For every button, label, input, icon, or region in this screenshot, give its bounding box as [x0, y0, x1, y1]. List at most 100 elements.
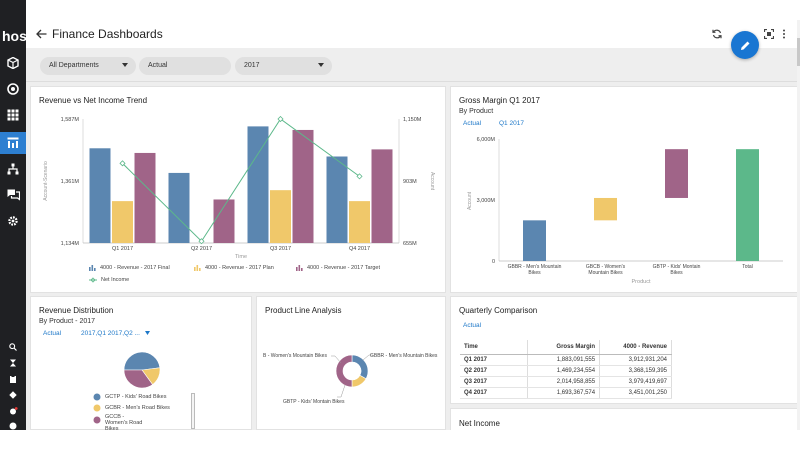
legend-item[interactable]: 4000 - Revenue - 2017 Final — [89, 265, 170, 271]
card-title: Net Income — [459, 419, 500, 428]
y-tick-label: 1,361M — [61, 179, 80, 185]
gross-margin-chart: 6,000M 3,000M 0 Account Product GBBR - Men's … — [467, 137, 783, 285]
legend-label: 4000 - Revenue - 2017 Plan — [205, 265, 274, 271]
period-dropdown[interactable]: 2017,Q1 2017,Q2 ... — [81, 330, 150, 337]
edit-fab-button[interactable] — [731, 31, 759, 59]
year-filter[interactable]: 2017 — [235, 57, 332, 75]
nav-settings-button[interactable] — [0, 210, 26, 232]
bar-target — [292, 129, 314, 243]
bar-final — [89, 148, 111, 243]
grid-icon — [7, 109, 19, 121]
legend-item[interactable]: GCBR - Men's Road Bikes — [93, 404, 170, 412]
legend-label-line: GCCB - — [105, 414, 125, 420]
y-tick-label: 1,134M — [61, 241, 80, 247]
table-cell: 3,368,159,395 — [599, 365, 672, 377]
scenario-filter[interactable]: Actual — [139, 57, 231, 75]
period-link[interactable]: Q1 2017 — [499, 120, 524, 127]
legend-item[interactable]: 4000 - Revenue - 2017 Plan — [194, 265, 274, 271]
page-title: Finance Dashboards — [52, 27, 163, 41]
dashboard-content: Revenue vs Net Income Trend 1,587M 1,361M… — [26, 82, 798, 438]
donut-label: GBBR - Men's Mountain Bikes — [370, 353, 438, 359]
revenue-distribution-pie — [123, 351, 161, 389]
rail-notifications-button[interactable] — [0, 404, 26, 418]
rail-clipboard-button[interactable] — [0, 372, 26, 386]
leader-line — [362, 354, 373, 361]
nav-grid-button[interactable] — [0, 104, 26, 126]
legend-item[interactable]: GCTP - Kids' Road Bikes — [93, 393, 166, 401]
y2-tick-label: 655M — [403, 241, 417, 247]
scenario-link[interactable]: Actual — [463, 322, 482, 329]
legend-scrollbar[interactable] — [191, 393, 195, 429]
more-options-button[interactable] — [782, 26, 786, 44]
revenue-trend-card: Revenue vs Net Income Trend 1,587M 1,361M… — [30, 86, 446, 293]
table-row[interactable]: Q2 2017 1,469,234,554 3,368,159,395 — [460, 365, 672, 377]
table-cell: Q4 2017 — [460, 387, 529, 399]
table-row[interactable]: Q4 2017 1,693,367,574 3,451,001,250 — [460, 387, 672, 399]
x-tick-label: Q4 2017 — [349, 246, 370, 252]
page-scrollbar-thumb[interactable] — [797, 38, 800, 66]
legend-label: 4000 - Revenue - 2017 Target — [307, 265, 380, 271]
product-line-card: Product Line Analysis B - Women's Mounta… — [256, 296, 446, 430]
table-row[interactable]: Q3 2017 2,014,958,855 3,979,419,697 — [460, 376, 672, 388]
refresh-button[interactable] — [712, 26, 722, 44]
x-tick-label: Q3 2017 — [270, 246, 291, 252]
department-filter[interactable]: All Departments — [40, 57, 136, 75]
refresh-icon — [712, 29, 722, 39]
x-tick-label: GBCB - Women's — [586, 264, 626, 270]
bar-target — [134, 152, 156, 243]
legend-item[interactable]: GCCB - Women's Road Bikes — [93, 414, 142, 432]
page-header: Finance Dashboards — [26, 20, 798, 48]
nav-dashboard-button[interactable] — [0, 132, 26, 154]
product-line-donut — [331, 354, 373, 398]
revenue-trend-chart: 1,587M 1,361M 1,134M 1,150M 903M 655M Account-… — [43, 115, 435, 260]
nav-cube-button[interactable] — [0, 52, 26, 74]
x-axis-label: Time — [235, 254, 247, 260]
chevron-down-icon — [318, 63, 324, 67]
table-cell: Q3 2017 — [460, 376, 529, 388]
bottom-strip — [0, 430, 800, 450]
card-subtitle: By Product — [459, 108, 494, 115]
y-axis-label: Account — [467, 191, 473, 210]
rail-search-button[interactable] — [0, 340, 26, 354]
bell-icon — [9, 407, 18, 415]
column-header[interactable]: Time — [460, 340, 529, 355]
gear-icon — [8, 216, 18, 226]
column-header[interactable]: 4000 - Revenue — [599, 340, 672, 355]
rail-hourglass-button[interactable] — [0, 356, 26, 370]
card-subtitle: By Product - 2017 — [39, 318, 96, 325]
net-income-point — [356, 173, 363, 180]
y2-tick-label: 1,150M — [403, 117, 422, 123]
fullscreen-button[interactable] — [763, 26, 775, 44]
nav-target-button[interactable] — [0, 78, 26, 100]
rail-help-button[interactable] — [0, 419, 26, 433]
back-button[interactable] — [36, 26, 47, 44]
column-header[interactable]: Gross Margin — [527, 340, 601, 355]
legend-item[interactable]: 4000 - Revenue - 2017 Target — [296, 265, 380, 271]
net-income-point — [277, 115, 284, 123]
x-axis-label: Product — [632, 279, 651, 285]
legend-item[interactable]: Net Income — [89, 277, 129, 283]
chat-icon — [7, 189, 20, 201]
x-tick-label: Bikes — [528, 270, 541, 276]
quarterly-comparison-card: Quarterly Comparison Actual Time Gross M… — [450, 296, 798, 404]
dashboard-icon — [7, 137, 19, 148]
scenario-link[interactable]: Actual — [463, 120, 482, 127]
x-tick-label: Mountain Bikes — [588, 270, 623, 276]
more-vertical-icon — [783, 29, 785, 39]
table-row[interactable]: Q1 2017 1,883,091,555 3,912,931,204 — [460, 354, 672, 366]
donut-label: GBTP - Kids' Montain Bikes — [283, 399, 345, 405]
legend-pie-icon — [93, 416, 101, 424]
rail-diamond-button[interactable] — [0, 388, 26, 402]
donut-slice — [335, 354, 353, 388]
y-axis-label: Account-Scenario — [43, 161, 49, 201]
scenario-link[interactable]: Actual — [43, 330, 62, 337]
nav-chat-button[interactable] — [0, 184, 26, 206]
brand-label: host — [2, 28, 32, 44]
net-income-point — [119, 160, 126, 167]
table-cell: 3,979,419,697 — [599, 376, 672, 388]
nav-hierarchy-button[interactable] — [0, 158, 26, 180]
legend-bars-icon — [89, 265, 96, 271]
quarterly-table: Time Gross Margin 4000 - Revenue Q1 2017… — [460, 340, 672, 399]
page-scrollbar[interactable] — [797, 20, 800, 430]
